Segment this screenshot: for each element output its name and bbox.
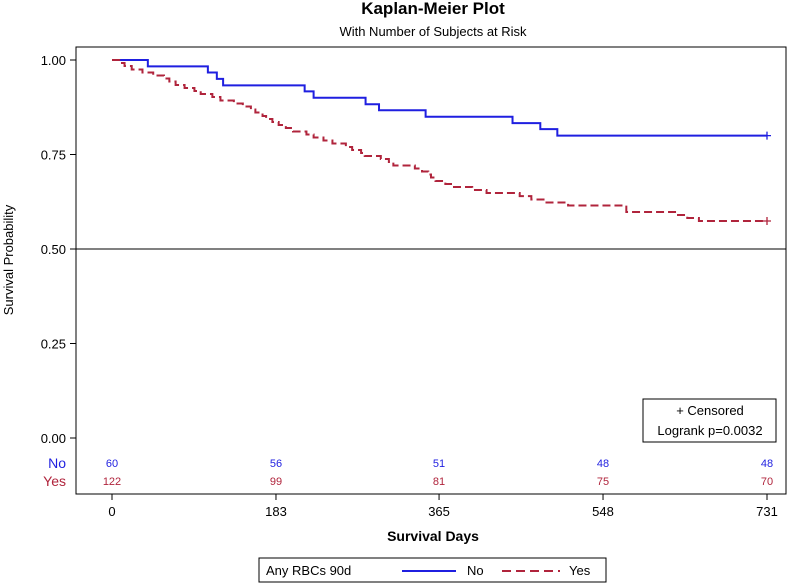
legend: Any RBCs 90d No Yes: [258, 557, 607, 583]
y-axis-label: Survival Probability: [1, 204, 16, 315]
at-risk-count-no: 48: [761, 458, 773, 470]
legend-title: Any RBCs 90d: [266, 563, 351, 578]
plot-frame: [75, 46, 787, 495]
censor-mark-yes: [763, 217, 771, 226]
legend-label-no: No: [467, 563, 484, 578]
survival-curve-no: [112, 59, 767, 137]
at-risk-label-yes: Yes: [43, 473, 66, 489]
x-tick-label: 548: [592, 504, 614, 519]
at-risk-label-no: No: [48, 455, 66, 471]
y-tick-label: 0.00: [41, 431, 66, 446]
x-tick-label: 365: [428, 504, 450, 519]
at-risk-count-yes: 75: [597, 476, 609, 488]
at-risk-count-no: 60: [106, 458, 118, 470]
at-risk-count-yes: 81: [433, 476, 445, 488]
x-axis-label: Survival Days: [387, 528, 479, 544]
x-tick-label: 0: [108, 504, 115, 519]
chart-subtitle: With Number of Subjects at Risk: [339, 24, 527, 39]
at-risk-count-no: 51: [433, 458, 445, 470]
at-risk-count-yes: 122: [103, 476, 121, 488]
censor-mark-no: [763, 131, 771, 140]
y-tick-label: 0.50: [41, 242, 66, 257]
censored-note: + Censored: [676, 403, 744, 418]
at-risk-count-yes: 70: [761, 476, 773, 488]
at-risk-count-no: 48: [597, 458, 609, 470]
legend-label-yes: Yes: [569, 563, 591, 578]
logrank-note: Logrank p=0.0032: [657, 423, 762, 438]
y-tick-label: 0.25: [41, 337, 66, 352]
censored-logrank-inset: + Censored Logrank p=0.0032: [642, 398, 777, 443]
at-risk-count-yes: 99: [270, 476, 282, 488]
x-tick-label: 731: [756, 504, 778, 519]
at-risk-count-no: 56: [270, 458, 282, 470]
survival-curve-yes: [112, 59, 767, 223]
chart-title: Kaplan-Meier Plot: [361, 0, 505, 18]
x-tick-label: 183: [265, 504, 287, 519]
y-tick-label: 1.00: [41, 53, 66, 68]
y-tick-label: 0.75: [41, 148, 66, 163]
inset-border: [642, 398, 777, 443]
